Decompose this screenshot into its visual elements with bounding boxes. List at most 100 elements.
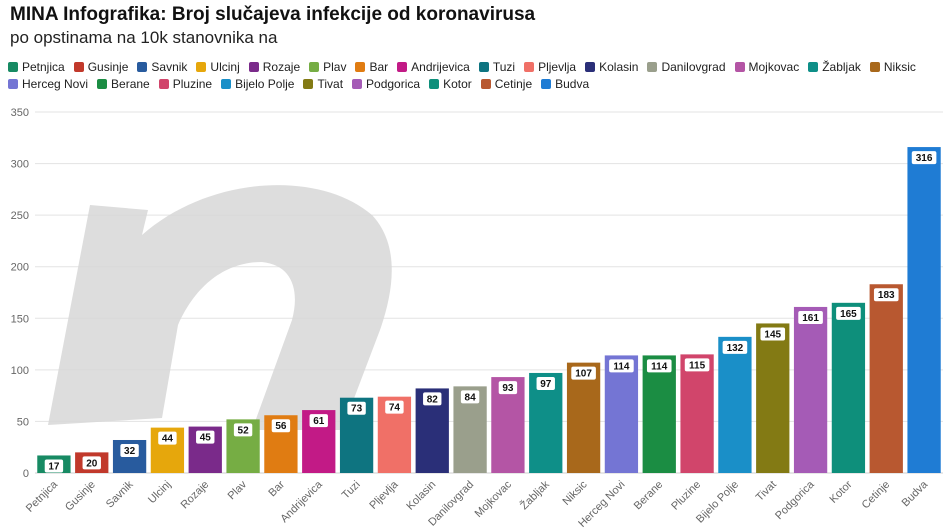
x-tick-label: Berane <box>632 479 666 513</box>
bar-label-background <box>760 327 786 341</box>
legend-swatch <box>196 62 207 72</box>
legend-item[interactable]: Andrijevica <box>397 60 470 74</box>
legend-swatch <box>8 62 18 72</box>
legend-label: Plav <box>323 60 347 74</box>
legend-item[interactable]: Bar <box>355 60 388 74</box>
bar-value-label: 45 <box>200 433 212 444</box>
legend-label: Kotor <box>443 77 472 91</box>
x-tick-label: Podgorica <box>773 478 817 522</box>
bar[interactable] <box>907 147 941 473</box>
y-tick-label: 0 <box>23 468 29 480</box>
legend-label: Pluzine <box>172 77 213 91</box>
bar-value-label: 44 <box>162 434 174 445</box>
legend-label: Herceg Novi <box>22 77 89 91</box>
legend-label: Tivat <box>317 77 344 91</box>
legend-swatch <box>221 79 232 89</box>
bar[interactable] <box>604 355 639 473</box>
legend-item[interactable]: Pluzine <box>158 77 213 91</box>
legend-item[interactable]: Kotor <box>429 77 472 91</box>
bar[interactable] <box>718 336 752 473</box>
legend-item[interactable]: Rozaje <box>248 60 301 74</box>
bar-label-background <box>196 430 215 444</box>
bar-value-label: 115 <box>689 360 706 371</box>
legend-item[interactable]: Ulcinj <box>196 60 240 74</box>
legend-item[interactable]: Kolasin <box>585 60 638 74</box>
bar[interactable] <box>793 306 828 473</box>
legend-item[interactable]: Herceg Novi <box>8 77 88 91</box>
legend-item[interactable]: Gusinje <box>73 60 129 74</box>
bar-value-label: 165 <box>840 309 857 320</box>
bar-value-label: 56 <box>275 421 287 432</box>
legend-item[interactable]: Niksic <box>869 60 916 74</box>
legend-item[interactable]: Danilovgrad <box>647 60 726 74</box>
legend-item[interactable]: Mojkovac <box>734 60 799 74</box>
y-axis: 0 50 100 150 200 250 300 350 <box>11 107 29 480</box>
bars: 17 20 32 44 45 52 56 61 73 74 82 84 93 97 107 114 114 115… <box>37 147 941 473</box>
bar-label-background <box>158 431 177 445</box>
x-tick-label: Plav <box>226 478 250 502</box>
bar-value-label: 316 <box>916 153 933 164</box>
bar-value-label: 84 <box>465 392 477 403</box>
bar-value-label: 74 <box>389 403 401 414</box>
legend-item[interactable]: Savnik <box>137 60 187 74</box>
bar[interactable] <box>756 323 790 473</box>
legend-label: Berane <box>111 77 150 91</box>
x-tick-label: Rozaje <box>179 479 212 512</box>
legend-label: Petnjica <box>22 60 65 74</box>
legend-swatch <box>734 62 745 72</box>
legend-swatch <box>73 62 84 72</box>
bar-label-background <box>271 419 291 433</box>
legend-swatch <box>647 62 658 72</box>
bar-value-label: 32 <box>124 446 136 457</box>
legend-label: Cetinje <box>494 77 533 91</box>
legend-swatch <box>158 79 169 89</box>
legend-item[interactable]: Tivat <box>303 77 343 91</box>
bar-label-background <box>571 366 596 380</box>
bar-label-background <box>347 401 366 415</box>
chart-title: MINA Infografika: Broj slučajeva infekci… <box>10 4 536 25</box>
bar-value-label: 17 <box>48 461 60 472</box>
legend-swatch <box>352 79 363 89</box>
legend-item[interactable]: Petnjica <box>8 60 65 74</box>
legend-item[interactable]: Budva <box>541 77 589 91</box>
x-tick-label: Ulcinj <box>146 479 174 507</box>
bar-label-background <box>722 340 748 354</box>
legend-item[interactable]: Pljevlja <box>524 60 576 74</box>
x-tick-label: Pljevlja <box>367 478 401 512</box>
bar-label-background <box>536 376 555 390</box>
bar[interactable] <box>642 355 676 473</box>
y-tick-label: 300 <box>11 159 29 171</box>
y-tick-label: 50 <box>17 416 29 428</box>
legend-item[interactable]: Cetinje <box>480 77 533 91</box>
legend-item[interactable]: Žabljak <box>808 60 861 74</box>
legend-item[interactable]: Bijelo Polje <box>221 77 294 91</box>
legend-label: Rozaje <box>262 60 301 74</box>
bar-label-background <box>684 358 710 372</box>
legend-swatch <box>355 62 366 72</box>
x-tick-label: Budva <box>900 478 931 509</box>
legend-item[interactable]: Plav <box>309 60 346 74</box>
x-tick-label: Tuzi <box>340 479 363 502</box>
legend-label: Danilovgrad <box>661 60 726 74</box>
x-tick-label: Gusinje <box>63 479 98 514</box>
bar[interactable] <box>869 284 903 473</box>
bar-value-label: 161 <box>802 313 819 324</box>
bar-label-background <box>233 423 253 437</box>
bar[interactable] <box>566 362 601 473</box>
y-tick-label: 100 <box>11 365 29 377</box>
legend-label: Ulcinj <box>210 60 240 74</box>
legend-item[interactable]: Tuzi <box>478 60 515 74</box>
legend-swatch <box>137 62 148 72</box>
legend-swatch <box>869 62 880 72</box>
legend-item[interactable]: Berane <box>97 77 150 91</box>
bar[interactable] <box>831 302 866 473</box>
bar[interactable] <box>680 354 714 473</box>
bar-value-label: 132 <box>727 343 744 354</box>
legend-swatch <box>808 62 819 72</box>
bar-label-background <box>120 443 139 457</box>
legend-swatch <box>478 62 489 72</box>
legend-swatch <box>303 79 314 89</box>
legend-label: Gusinje <box>87 60 129 74</box>
legend-item[interactable]: Podgorica <box>352 77 420 91</box>
